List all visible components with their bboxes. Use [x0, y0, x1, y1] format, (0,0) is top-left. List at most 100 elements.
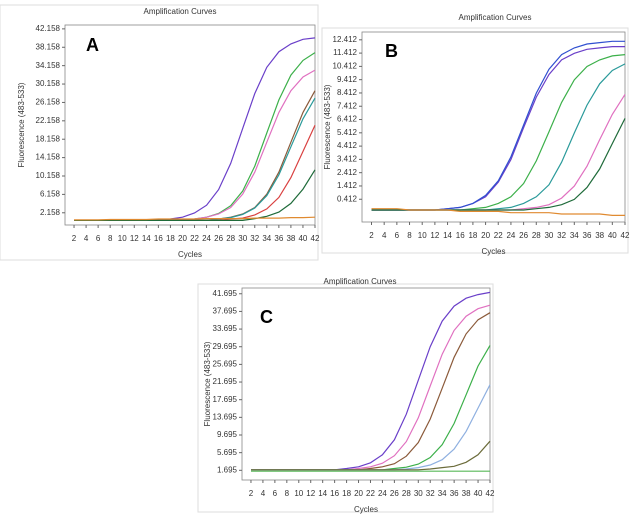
y-tick-label: 5.412	[337, 128, 358, 137]
x-tick-label: 28	[402, 489, 411, 498]
x-tick-label: 42	[486, 489, 495, 498]
y-tick-label: 6.412	[337, 115, 358, 124]
panel-label: C	[260, 307, 273, 327]
y-tick-label: 34.158	[36, 61, 61, 70]
y-tick-label: 9.695	[217, 430, 238, 439]
y-tick-label: 10.412	[333, 61, 358, 70]
panel-label: B	[385, 41, 398, 61]
y-tick-label: 41.695	[213, 289, 238, 298]
y-tick-label: 17.695	[213, 395, 238, 404]
y-tick-label: 8.412	[337, 88, 358, 97]
x-tick-label: 12	[306, 489, 315, 498]
y-tick-label: 9.412	[337, 75, 358, 84]
x-tick-label: 32	[250, 234, 259, 243]
x-tick-label: 10	[418, 231, 427, 240]
y-tick-label: 6.158	[40, 189, 61, 198]
x-tick-label: 18	[342, 489, 351, 498]
y-tick-label: 10.158	[36, 171, 61, 180]
x-tick-label: 4	[84, 234, 89, 243]
x-tick-label: 22	[366, 489, 375, 498]
x-tick-label: 28	[226, 234, 235, 243]
x-axis-label: Cycles	[178, 250, 202, 259]
x-tick-label: 24	[202, 234, 211, 243]
y-tick-label: 22.158	[36, 116, 61, 125]
x-tick-label: 40	[474, 489, 483, 498]
x-tick-label: 14	[142, 234, 151, 243]
x-tick-label: 2	[249, 489, 254, 498]
y-tick-label: 4.412	[337, 141, 358, 150]
x-tick-label: 36	[583, 231, 592, 240]
x-tick-label: 42	[311, 234, 320, 243]
y-axis-label: Fluorescence (483-533)	[203, 341, 212, 426]
y-tick-label: 0.412	[337, 194, 358, 203]
y-tick-label: 3.412	[337, 155, 358, 164]
plot-area	[241, 287, 491, 481]
x-tick-label: 36	[274, 234, 283, 243]
y-tick-label: 30.158	[36, 79, 61, 88]
x-tick-label: 26	[214, 234, 223, 243]
panel-frame	[0, 4, 319, 261]
y-tick-label: 33.695	[213, 324, 238, 333]
x-tick-label: 2	[369, 231, 374, 240]
chart-title: Amplification Curves	[324, 277, 397, 286]
x-tick-label: 34	[262, 234, 271, 243]
x-tick-label: 36	[450, 489, 459, 498]
x-tick-label: 18	[468, 231, 477, 240]
y-tick-label: 7.412	[337, 101, 358, 110]
y-tick-label: 18.158	[36, 134, 61, 143]
x-tick-label: 40	[298, 234, 307, 243]
amplification-curve	[74, 216, 316, 221]
x-tick-label: 8	[407, 231, 412, 240]
y-tick-label: 38.158	[36, 42, 61, 51]
x-tick-label: 38	[286, 234, 295, 243]
y-tick-label: 5.695	[217, 448, 238, 457]
x-tick-label: 8	[285, 489, 290, 498]
x-tick-label: 18	[166, 234, 175, 243]
y-tick-label: 2.412	[337, 168, 358, 177]
y-tick-label: 14.158	[36, 153, 61, 162]
y-tick-label: 11.412	[333, 48, 357, 57]
x-axis-label: Cycles	[481, 247, 505, 256]
x-tick-label: 8	[108, 234, 113, 243]
chart-title: Amplification Curves	[144, 7, 217, 16]
x-tick-label: 4	[261, 489, 266, 498]
x-tick-label: 20	[354, 489, 363, 498]
y-axis-label: Fluorescence (483-533)	[323, 84, 332, 169]
x-tick-label: 14	[318, 489, 327, 498]
amplification-curve	[371, 208, 625, 216]
x-tick-label: 10	[118, 234, 127, 243]
plot-area	[361, 31, 626, 223]
x-tick-label: 30	[544, 231, 553, 240]
x-tick-label: 6	[273, 489, 278, 498]
y-tick-label: 21.695	[213, 377, 238, 386]
x-tick-label: 30	[414, 489, 423, 498]
x-tick-label: 14	[443, 231, 452, 240]
y-tick-label: 26.158	[36, 98, 61, 107]
plot-area	[64, 24, 316, 226]
x-tick-label: 30	[238, 234, 247, 243]
y-tick-label: 25.695	[213, 359, 238, 368]
panel-frame	[197, 283, 494, 513]
x-tick-label: 16	[154, 234, 163, 243]
panel-frame	[321, 27, 629, 254]
x-axis-label: Cycles	[354, 505, 378, 514]
y-tick-label: 1.695	[217, 465, 238, 474]
panel-label: A	[86, 35, 99, 55]
x-tick-label: 12	[430, 231, 439, 240]
x-tick-label: 20	[178, 234, 187, 243]
x-tick-label: 24	[506, 231, 515, 240]
y-tick-label: 13.695	[213, 412, 238, 421]
x-tick-label: 24	[378, 489, 387, 498]
amplification-curve	[251, 440, 491, 471]
x-tick-label: 34	[570, 231, 579, 240]
y-axis-label: Fluorescence (483-533)	[17, 82, 26, 167]
x-tick-label: 6	[395, 231, 400, 240]
x-tick-label: 26	[390, 489, 399, 498]
x-tick-label: 20	[481, 231, 490, 240]
y-tick-label: 29.695	[213, 342, 238, 351]
y-tick-label: 12.412	[333, 35, 358, 44]
x-tick-label: 38	[462, 489, 471, 498]
chart-title: Amplification Curves	[459, 13, 532, 22]
x-tick-label: 22	[190, 234, 199, 243]
x-tick-label: 34	[438, 489, 447, 498]
